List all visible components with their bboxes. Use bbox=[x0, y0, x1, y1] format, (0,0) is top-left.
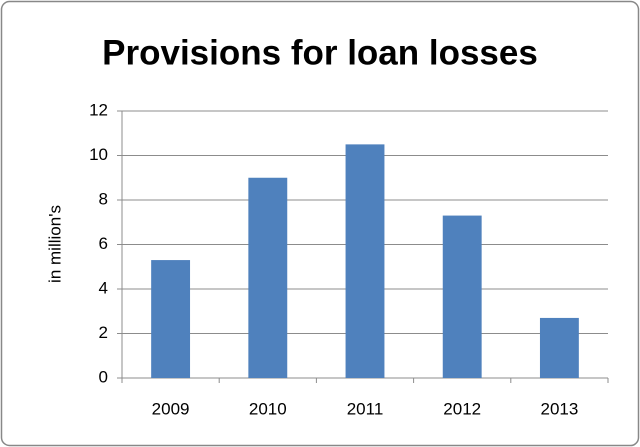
bar bbox=[539, 317, 579, 378]
bar bbox=[151, 260, 191, 378]
x-tick-label: 2010 bbox=[249, 399, 287, 418]
chart-title: Provisions for loan losses bbox=[102, 33, 538, 72]
x-tick-label: 2009 bbox=[152, 399, 190, 418]
bar bbox=[442, 215, 482, 378]
x-tick-label: 2012 bbox=[443, 399, 481, 418]
bar bbox=[345, 144, 385, 378]
bar bbox=[248, 177, 288, 378]
y-tick-label: 2 bbox=[99, 323, 108, 342]
y-tick-label: 8 bbox=[99, 189, 108, 208]
x-tick-label: 2011 bbox=[347, 399, 384, 418]
y-axis-label: in million's bbox=[45, 205, 64, 283]
x-tick-label: 2013 bbox=[540, 399, 578, 418]
y-tick-label: 10 bbox=[89, 145, 108, 164]
y-tick-label: 12 bbox=[89, 100, 108, 119]
y-tick-label: 6 bbox=[99, 234, 108, 253]
y-tick-label: 4 bbox=[99, 278, 108, 297]
y-tick-label: 0 bbox=[99, 367, 108, 386]
